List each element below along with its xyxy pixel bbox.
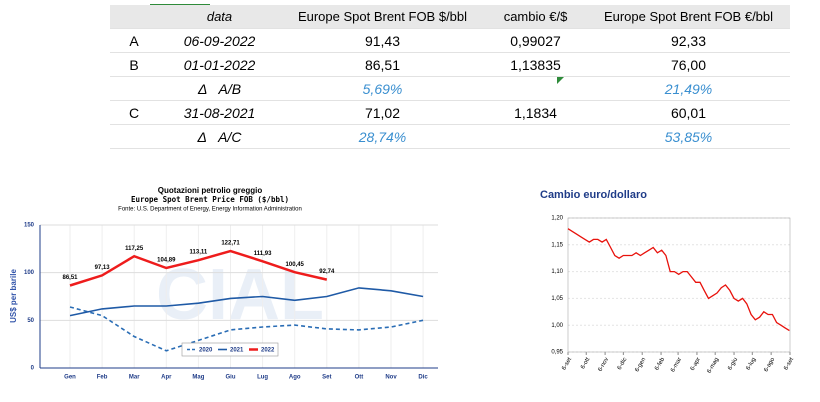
table-cell: 92,33	[587, 28, 790, 53]
x-tick-label: 6-set	[561, 357, 573, 372]
table-row: C 31-08-2021 71,02 1,1834 60,01	[110, 100, 790, 125]
y-tick-label: 1,00	[551, 323, 563, 329]
table-cell: 1,13835	[484, 52, 587, 77]
table-cell: 31-08-2021	[158, 100, 281, 125]
table-cell: 60,01	[587, 100, 790, 125]
table-row: A 06-09-2022 91,43 0,99027 92,33	[110, 28, 790, 53]
data-label: 92,74	[319, 269, 335, 275]
table-cell: 21,49%	[587, 76, 790, 101]
data-label: 97,13	[95, 265, 111, 271]
table-cell: 1,1834	[484, 100, 587, 125]
x-tick-label: Mag	[192, 375, 204, 381]
table-cell: B	[110, 52, 158, 77]
table-cell	[110, 124, 158, 149]
chart-title: Cambio euro/dollaro	[540, 189, 647, 201]
x-tick-label: Ott	[355, 375, 364, 381]
series-line	[69, 306, 424, 352]
x-tick-label: 6-ago	[763, 356, 776, 373]
legend-label: 2021	[230, 348, 244, 354]
legend-label: 2022	[261, 348, 275, 354]
series-line	[567, 228, 790, 332]
table-cell: Europe Spot Brent FOB $/bbl	[281, 5, 484, 29]
x-tick-label: 6-lug	[746, 357, 758, 372]
table-row: Δ A/C 28,74% 53,85%	[110, 124, 790, 149]
x-tick-label: 6-feb	[654, 356, 666, 371]
x-tick-label: 6-mag	[707, 357, 721, 375]
data-label: 117,25	[125, 246, 144, 252]
table-row: Δ A/B 5,69% 21,49%	[110, 76, 790, 101]
table-cell: C	[110, 100, 158, 125]
x-tick-label: Giu	[226, 375, 236, 381]
x-tick-label: Gen	[64, 375, 76, 381]
data-table: data Europe Spot Brent FOB $/bbl cambio €/…	[110, 5, 790, 149]
x-tick-label: Apr	[161, 375, 172, 381]
data-label: 113,11	[190, 250, 208, 256]
table-cell	[110, 76, 158, 101]
legend-box	[181, 342, 279, 357]
x-tick-label: 6-apr	[690, 357, 702, 372]
y-tick-label: 1,10	[551, 269, 563, 275]
table-cell	[484, 124, 587, 149]
table-cell: 5,69%	[281, 76, 484, 101]
y-tick-label: 150	[24, 223, 35, 229]
table-cell: data	[158, 5, 281, 29]
data-label: 122,71	[221, 241, 240, 247]
x-tick-label: Dic	[418, 375, 428, 381]
table-cell: cambio €/$	[484, 5, 587, 29]
table-cell: 06-09-2022	[158, 28, 281, 53]
x-tick-label: 6-nov	[597, 357, 610, 373]
data-label: 111,93	[254, 251, 272, 257]
y-tick-label: 1,15	[551, 242, 563, 248]
table-cell: Δ A/B	[158, 76, 281, 101]
x-tick-label: Set	[322, 375, 331, 381]
table-cell: 28,74%	[281, 124, 484, 149]
table-cell: 76,00	[587, 52, 790, 77]
chart-source: Fonte: U.S. Department of Energy, Energy…	[118, 207, 302, 213]
x-tick-label: 6-giu	[727, 357, 739, 372]
y-axis-label: US$ per barile	[9, 269, 18, 323]
series-line	[69, 249, 328, 287]
legend-label: 2020	[199, 348, 213, 354]
table-cell	[110, 5, 158, 29]
y-tick-label: 1,20	[551, 216, 563, 222]
y-tick-label: 1,05	[551, 296, 563, 302]
table-cell: 0,99027	[484, 28, 587, 53]
series-line	[69, 287, 424, 317]
table-cell: 53,85%	[587, 124, 790, 149]
y-tick-label: 50	[27, 318, 34, 324]
chart-title: Quotazioni petrolio greggio	[158, 186, 263, 195]
table-cell: 01-01-2022	[158, 52, 281, 77]
watermark: CIAL	[156, 255, 324, 335]
plot-border	[567, 217, 791, 353]
x-tick-label: 6-set	[783, 357, 795, 372]
x-tick-label: Nov	[385, 375, 397, 381]
table-cell: A	[110, 28, 158, 53]
table-cell: Europe Spot Brent FOB €/bbl	[587, 5, 790, 29]
x-tick-label: Lug	[257, 375, 268, 381]
table-cell: Δ A/C	[158, 124, 281, 149]
table-cell: 86,51	[281, 52, 484, 77]
x-tick-label: Feb	[97, 375, 108, 381]
data-label: 100,45	[286, 262, 305, 268]
chart-subtitle: Europe Spot Brent Price FOB ($/bbl)	[131, 195, 289, 204]
table-cell	[484, 76, 587, 101]
data-label: 104,89	[157, 258, 176, 264]
table-cell: 71,02	[281, 100, 484, 125]
y-tick-label: 0	[31, 366, 35, 372]
x-tick-label: 6-dic	[617, 357, 629, 371]
x-tick-label: 6-gen	[634, 357, 647, 373]
table-cell: 91,43	[281, 28, 484, 53]
table-row: data Europe Spot Brent FOB $/bbl cambio €/…	[110, 5, 790, 29]
x-tick-label: 6-mar	[670, 357, 683, 374]
y-tick-label: 0,95	[551, 350, 563, 356]
x-tick-label: Ago	[289, 375, 301, 381]
x-tick-label: Mar	[129, 375, 140, 381]
table-row: B 01-01-2022 86,51 1,13835 76,00	[110, 52, 790, 77]
x-tick-label: 6-ott	[580, 357, 591, 371]
data-label: 86,51	[62, 275, 78, 281]
y-tick-label: 100	[24, 270, 35, 276]
